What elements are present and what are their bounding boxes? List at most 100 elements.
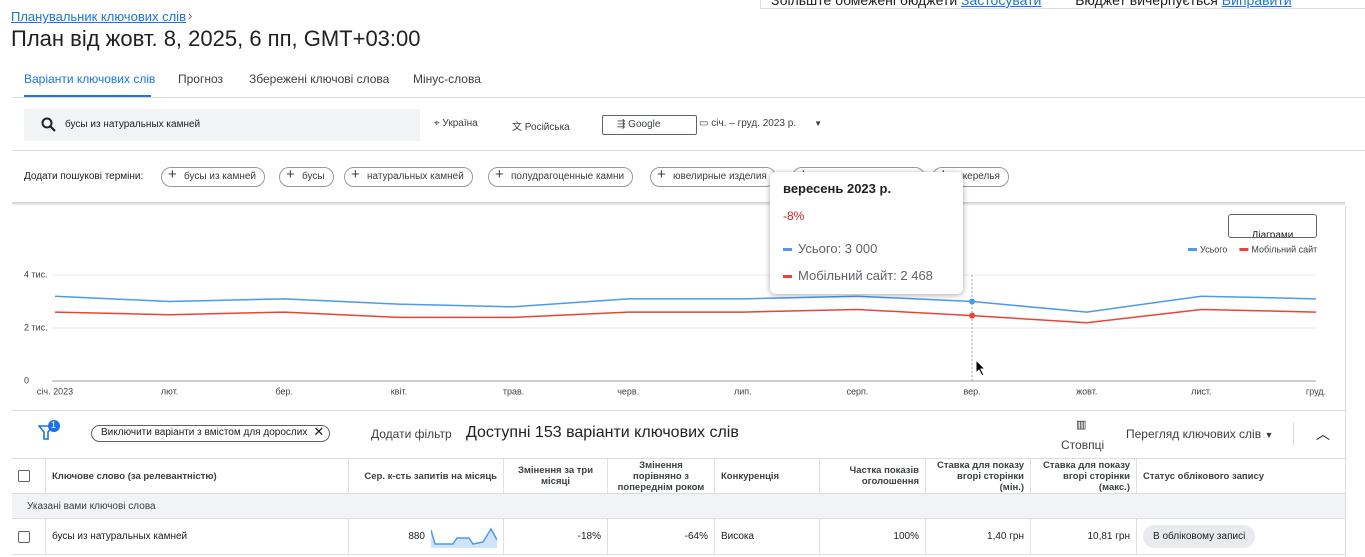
- location[interactable]: ⌖ Україна: [434, 118, 478, 129]
- add-filter[interactable]: Додати фільтр: [371, 427, 452, 441]
- term-chip[interactable]: полудрагоценные камни: [488, 166, 634, 187]
- hover-point: [969, 312, 976, 319]
- x-tick-label: лист.: [1191, 386, 1211, 396]
- shadow: [12, 202, 1345, 206]
- search-icon: [41, 117, 56, 132]
- cell: 10,81 грн: [1031, 519, 1137, 554]
- language[interactable]: 文 Російська: [512, 122, 570, 133]
- cell: 1,40 грн: [926, 519, 1031, 554]
- notice: Збільште обмежені бюджети: [771, 0, 958, 8]
- language-text: Російська: [524, 122, 570, 133]
- tab[interactable]: Прогноз: [178, 72, 224, 86]
- columns-button[interactable]: Стовпці: [1061, 438, 1105, 452]
- notifications: Збільште обмежені бюджети Застосувати Бю…: [760, 0, 1365, 9]
- notice-action[interactable]: Виправити: [1221, 0, 1292, 8]
- breadcrumb-arrow: ›: [188, 8, 193, 23]
- header-cell: Частка показів оголошення: [820, 459, 926, 493]
- side-panel: [1345, 205, 1365, 557]
- x-tick-label: квіт.: [391, 386, 407, 396]
- cursor: [975, 359, 987, 377]
- results-title: Доступні 153 варіанти ключових слів: [466, 424, 739, 441]
- cell: -18%: [504, 519, 608, 554]
- sparkline: [431, 527, 497, 548]
- checkbox[interactable]: [18, 470, 30, 482]
- filter-count: 1: [51, 420, 57, 430]
- header-cell: Змінення за три місяці: [504, 459, 608, 493]
- tooltip-line: Мобільний сайт: 2 468: [783, 268, 933, 283]
- tooltip-text: Мобільний сайт: 2 468: [798, 268, 933, 283]
- checkbox[interactable]: [18, 530, 30, 543]
- x-tick-label: серп.: [847, 386, 869, 396]
- header-cell: Сер. к-сть запитів на місяць: [349, 459, 504, 493]
- x-tick-label: трав.: [503, 386, 524, 396]
- legend-swatch: [1188, 248, 1197, 251]
- y-tick-label: 0: [24, 375, 29, 385]
- notice-action[interactable]: Застосувати: [961, 0, 1042, 8]
- header-cell: Статус облікового запису: [1143, 470, 1265, 482]
- divider: [12, 410, 1345, 411]
- location-text: Україна: [442, 118, 478, 129]
- x-tick-label: лип.: [734, 386, 752, 396]
- divider: [12, 97, 1365, 98]
- x-tick-label: січ. 2023: [37, 386, 73, 396]
- cell: [12, 519, 46, 554]
- tooltip-title: вересень 2023 р.: [783, 181, 892, 196]
- legend-label: Усього: [1200, 244, 1227, 254]
- tooltip-text: Усього: 3 000: [798, 241, 878, 256]
- tab[interactable]: Варіанти ключових слів: [24, 72, 156, 86]
- series-line: [54, 295, 1317, 313]
- cell: [12, 459, 46, 493]
- header-cell: Ставка для показу вгорі сторінки (мін.): [926, 459, 1031, 493]
- header-cell: Ставка для показу вгорі сторінки (макс.): [1031, 459, 1137, 493]
- x-tick-label: вер.: [963, 386, 980, 396]
- term-chip[interactable]: бусы из камней: [161, 166, 266, 187]
- filter-chip-text: Виключити варіанти з вмістом для доросли…: [101, 427, 308, 438]
- table-header: Ключове слово (за релевантністю) Сер. к-…: [12, 458, 1345, 494]
- network[interactable]: ⇶ Google: [602, 115, 697, 135]
- tab-indicator: [24, 95, 151, 98]
- add-terms-label: Додати пошукові терміни:: [24, 171, 144, 182]
- tab[interactable]: Збережені ключові слова: [249, 72, 390, 86]
- network-text: Google: [628, 119, 661, 130]
- x-tick-label: груд.: [1306, 386, 1326, 396]
- x-tick-label: бер.: [275, 386, 293, 396]
- cell-text: 880: [408, 531, 425, 542]
- search-box[interactable]: бусы из натуральных камней: [24, 109, 420, 141]
- tooltip: вересень 2023 р. -8% Усього: 3 000 Мобіл…: [770, 172, 963, 294]
- divider: [1293, 422, 1294, 446]
- chart-button-text: Діаграми: [1251, 230, 1294, 238]
- view-text: Перегляд ключових слів: [1126, 427, 1262, 441]
- filter-chip[interactable]: Виключити варіанти з вмістом для доросли…: [91, 424, 331, 442]
- chart: 0 2 тис. 4 тис. січ. 2023 лют. бер. квіт. трав.…: [24, 244, 1326, 396]
- status-chip: В обліковому записі: [1143, 525, 1256, 548]
- cell: 100%: [820, 519, 926, 554]
- cell: В обліковому записі: [1137, 519, 1345, 554]
- columns-icon: ▥: [1076, 419, 1087, 431]
- legend-label: Мобільний сайт: [1251, 244, 1317, 254]
- header-cell: Ключове слово (за релевантністю): [46, 459, 349, 493]
- tooltip-line: Усього: 3 000: [783, 241, 877, 256]
- cell: Висока: [715, 519, 820, 554]
- divider: [12, 150, 1365, 151]
- cell: -64%: [608, 519, 715, 554]
- page-title: План від жовт. 8, 2025, 6 пп, GMT+03:00: [11, 26, 421, 51]
- chart-button[interactable]: Діаграми: [1228, 214, 1317, 238]
- term-chip[interactable]: натуральных камней: [344, 166, 473, 187]
- group-row: Указані вами ключові слова: [12, 494, 1345, 518]
- tab[interactable]: Мінус-слова: [413, 72, 481, 86]
- header-cell: Конкуренція: [715, 459, 820, 493]
- date-range[interactable]: ▭ січ. – груд. 2023 р. ▼: [699, 118, 823, 129]
- breadcrumb[interactable]: Планувальник ключових слів: [11, 9, 186, 24]
- search-query: бусы из натуральных камней: [65, 119, 201, 130]
- y-tick-label: 2 тис.: [24, 322, 48, 332]
- term-chip[interactable]: бусы: [279, 166, 334, 187]
- filter-icon[interactable]: [38, 420, 62, 442]
- header-cell: Змінення порівняно з попереднім роком: [608, 459, 715, 493]
- view-select[interactable]: Перегляд ключових слів ▼: [1126, 427, 1274, 441]
- x-tick-label: лют.: [161, 386, 178, 396]
- table-row: бусы из натуральных камней 880 -18% -64%…: [12, 518, 1345, 555]
- legend-swatch: [1239, 248, 1249, 251]
- collapse[interactable]: ︿: [1316, 426, 1330, 442]
- tooltip-change: -8%: [783, 209, 805, 223]
